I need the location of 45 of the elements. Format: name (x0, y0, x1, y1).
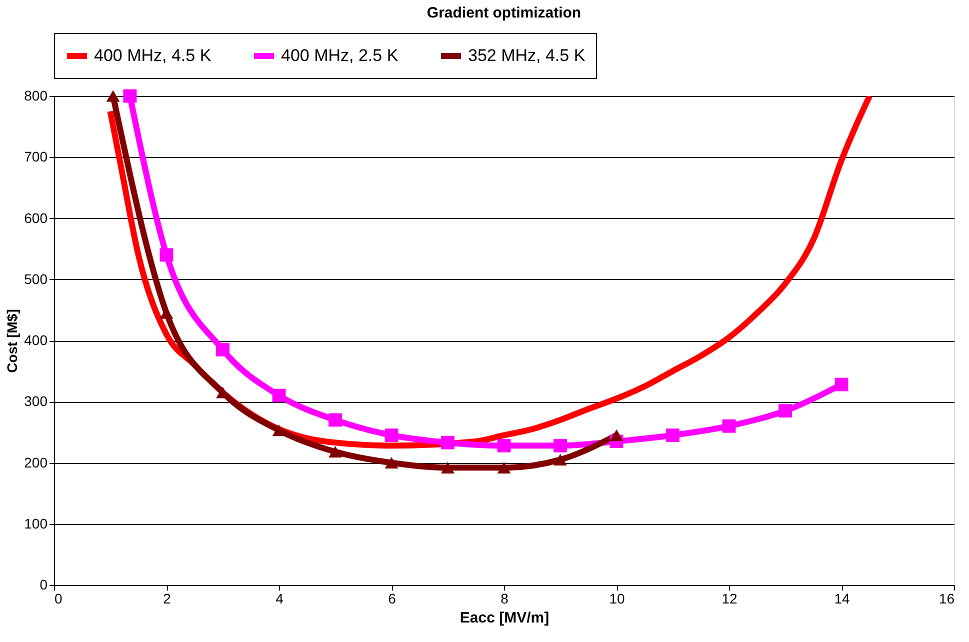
point (666, 428, 680, 442)
point (123, 89, 137, 103)
point (272, 388, 286, 402)
y-tick-label: 500 (24, 270, 48, 287)
point (272, 424, 286, 436)
x-tick-label: 6 (388, 590, 396, 606)
point (160, 248, 174, 262)
x-tick-label: 8 (500, 590, 509, 606)
point (778, 404, 792, 418)
y-tick-label: 400 (24, 332, 48, 348)
y-axis-title: Cost [M$] (4, 309, 20, 373)
chart-title: Gradient optimization (426, 4, 582, 22)
legend-label: 400 MHz, 2.5 K (281, 46, 399, 65)
point (328, 413, 342, 427)
legend-label: 352 MHz, 4.5 K (468, 46, 586, 65)
y-tick-label: 700 (24, 148, 48, 165)
point (554, 454, 567, 466)
point (834, 378, 848, 392)
x-axis-title: Eacc [MV/m] (460, 610, 550, 626)
point (441, 462, 454, 474)
y-tick-label: 0 (40, 576, 48, 592)
x-tick-label: 12 (722, 590, 738, 606)
legend-label: 400 MHz, 4.5 K (94, 46, 212, 65)
y-tick-label: 800 (24, 88, 48, 104)
y-tick-label: 600 (24, 210, 48, 226)
y-tick-label: 300 (24, 393, 48, 410)
point (610, 429, 624, 442)
x-tick-label: 4 (276, 590, 284, 606)
x-tick-label: 0 (54, 590, 62, 606)
point (328, 446, 342, 458)
x-tick-label: 16 (938, 590, 955, 606)
point (216, 342, 230, 356)
point (497, 438, 511, 452)
x-tick-label: 10 (609, 590, 625, 606)
point (722, 419, 736, 433)
y-tick-label: 200 (24, 454, 48, 470)
x-tick-label: 14 (834, 590, 850, 606)
y-tick-label: 100 (24, 515, 48, 532)
x-tick-label: 2 (163, 590, 172, 606)
point (554, 438, 567, 452)
point (441, 436, 454, 450)
point (384, 456, 398, 469)
point (384, 428, 398, 442)
point (497, 462, 511, 474)
point (106, 90, 120, 102)
